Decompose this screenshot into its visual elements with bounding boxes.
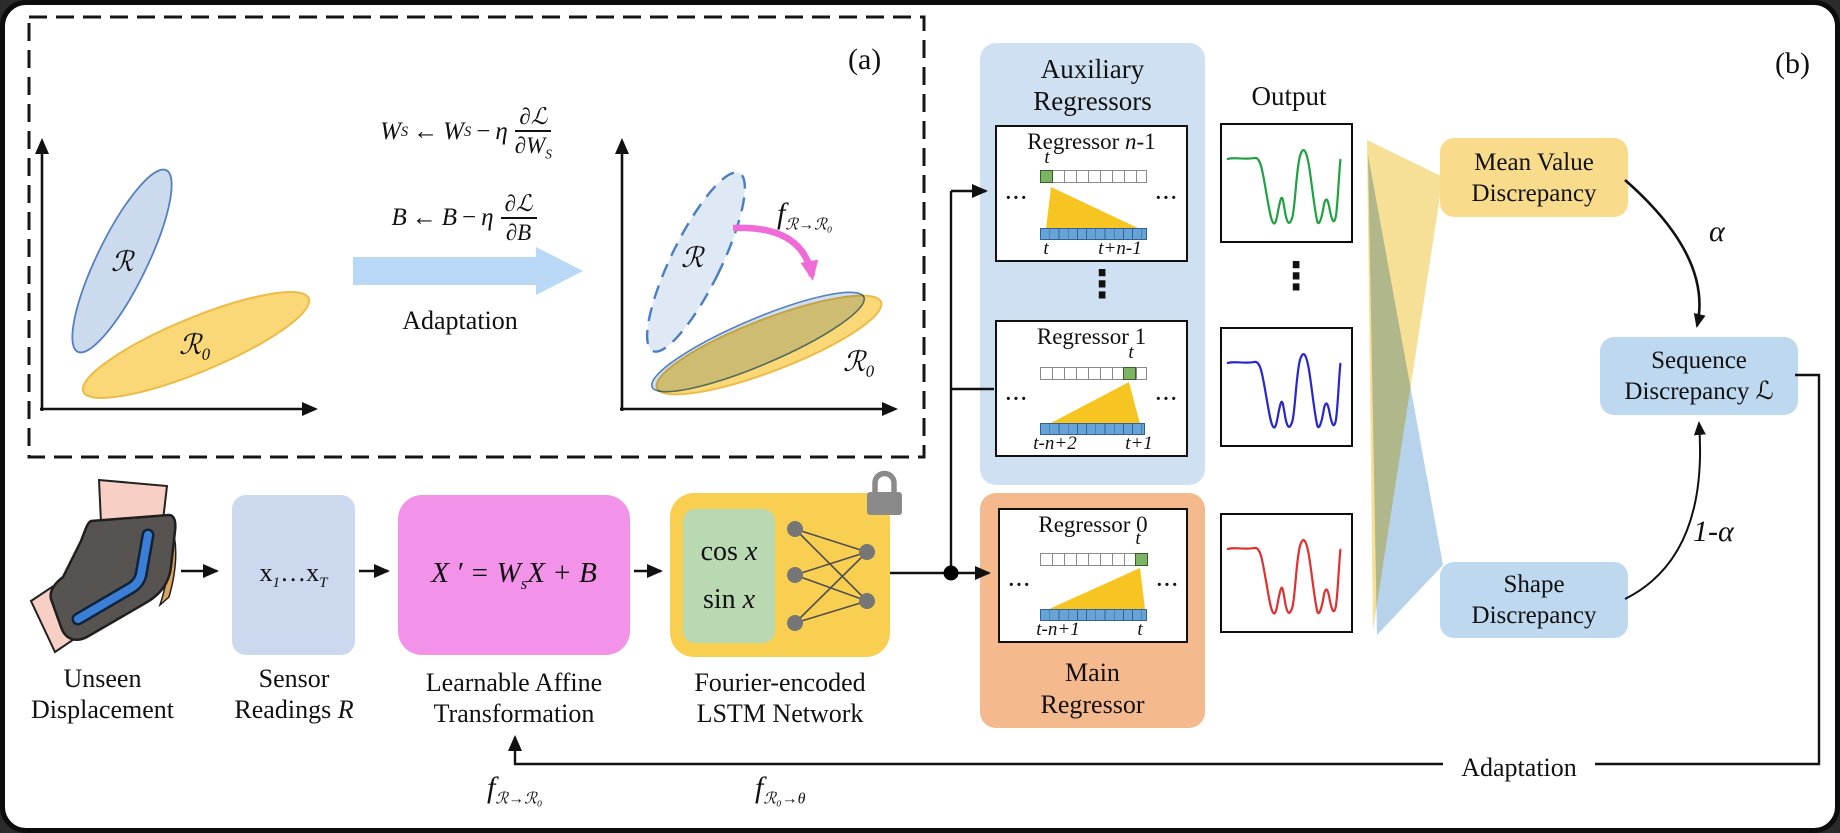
bias-update-equation: B ← B − η ∂ℒ ∂B <box>353 187 575 249</box>
aggregation-funnels <box>1367 140 1443 635</box>
affine-formula: X ′ = WsX + B <box>431 557 597 593</box>
partial-derivative-fraction: ∂ℒ ∂B <box>500 190 537 246</box>
arrow-shape-to-sequence <box>1624 421 1706 600</box>
regressor-1-box: Regressor 1 t t-n+2 t+1 ··· ··· <box>995 320 1188 457</box>
shape-discrepancy-box: Shape Discrepancy <box>1440 562 1628 638</box>
past-window-strip <box>1040 553 1148 566</box>
output-wave-box-aux-n-1 <box>1220 123 1353 243</box>
window-start-label: t-n+1 <box>1036 619 1080 640</box>
adaptation-arrow <box>353 247 583 295</box>
one-minus-alpha-weight-label: 1-α <box>1693 515 1734 548</box>
auxiliary-regressors-title: Auxiliary Regressors <box>1033 54 1152 116</box>
mapped-domain-ellipse <box>650 291 866 393</box>
alpha-weight-label: α <box>1709 215 1725 248</box>
regressor-0-title: Regressor 0 <box>1038 512 1148 537</box>
mapping-function-label: fℛ→ℛ₀ <box>777 197 833 234</box>
current-time-label: t <box>1044 147 1050 168</box>
window-start-label: t-n+2 <box>1033 433 1077 454</box>
current-cell <box>1123 367 1136 380</box>
elbow-sleeve-illustration <box>29 479 177 654</box>
weight-triangle <box>1049 382 1140 424</box>
partial-derivative-fraction: ∂ℒ ∂WS <box>514 104 552 162</box>
feedback-adaptation-label: Adaptation <box>1461 753 1577 782</box>
auxiliary-vertical-ellipsis: ⋮ <box>1083 262 1121 306</box>
regressor-n-1-box: Regressor n-1 t t t+n-1 ··· ··· <box>995 125 1188 262</box>
feedback-line-right <box>1595 373 1821 766</box>
window-end-label: t+n-1 <box>1098 238 1142 259</box>
ellipsis-left: ··· <box>1005 388 1029 410</box>
current-time-label: t <box>1128 342 1134 363</box>
junction-dot <box>943 565 959 581</box>
regressor-mapping-function-label: fℛ₀→θ <box>755 771 806 808</box>
panel-a-tag: (a) <box>848 43 882 76</box>
domain-r-label: ℛ <box>681 243 705 274</box>
panel-a-dashed-border <box>27 15 926 459</box>
regressor-n-1-title: Regressor n-1 <box>1027 129 1156 154</box>
affine-transformation-label: Learnable Affine Transformation <box>425 668 603 728</box>
output-waveform <box>1226 149 1342 225</box>
ellipsis-right: ··· <box>1155 187 1179 209</box>
future-window-strip <box>1040 367 1147 380</box>
mean-value-discrepancy-box: Mean Value Discrepancy <box>1440 138 1628 217</box>
lstm-network-label: Fourier-encoded LSTM Network <box>694 668 866 728</box>
unseen-displacement-label: Unseen Displacement <box>31 664 174 724</box>
sensor-readings-box: x1…xT <box>232 495 355 655</box>
domain-r0-ellipse <box>81 291 311 399</box>
source-domain-plot: ℛ ℛ₀ <box>35 138 318 416</box>
regressor-1-title: Regressor 1 <box>1036 324 1147 349</box>
current-cell <box>1135 553 1148 566</box>
regressor-0-box: Regressor 0 t t-n+1 t ··· ··· <box>998 508 1188 643</box>
ellipsis-left: ··· <box>1008 574 1032 596</box>
panel-a-adaptation-label: Adaptation <box>402 306 518 335</box>
window-start-label: t <box>1043 238 1049 259</box>
output-waveform <box>1226 353 1342 429</box>
domain-r0-label: ℛ₀ <box>843 347 875 378</box>
output-wave-box-main <box>1220 513 1353 633</box>
domain-r0-label: ℛ₀ <box>179 330 211 361</box>
sensor-strip <box>74 531 152 623</box>
affine-transformation-box: X ′ = WsX + B <box>398 495 630 655</box>
domain-r-ellipse <box>71 168 173 354</box>
output-title: Output <box>1251 81 1327 111</box>
weight-triangle <box>1049 568 1145 609</box>
ellipsis-right: ··· <box>1155 388 1179 410</box>
affine-mapping-function-label: fℛ→ℛ₀ <box>487 771 543 808</box>
future-window-strip <box>1040 170 1147 183</box>
input-window-strip <box>1040 228 1147 240</box>
window-end-label: t <box>1137 619 1143 640</box>
neural-network-icon <box>787 521 875 631</box>
main-regressor-title: Main Regressor <box>1040 658 1145 719</box>
ellipsis-left: ··· <box>1005 187 1029 209</box>
adapted-domain-plot: ℛ ℛ₀ <box>615 138 898 416</box>
input-window-strip <box>1040 609 1147 621</box>
lock-icon <box>867 470 902 515</box>
sleeve <box>49 513 177 641</box>
sensor-formula: x1…xT <box>259 558 328 592</box>
window-end-label: t+1 <box>1125 433 1153 454</box>
output-vertical-ellipsis: ⋮ <box>1277 254 1315 298</box>
sensor-readings-label: Sensor Readings R <box>234 664 354 724</box>
panel-b-tag: (b) <box>1775 47 1810 80</box>
ellipsis-right: ··· <box>1156 574 1180 596</box>
weight-triangle <box>1046 187 1140 229</box>
mapping-arrow <box>732 224 819 281</box>
current-cell <box>1040 170 1053 183</box>
sequence-discrepancy-box: Sequence Discrepancy ℒ <box>1600 337 1798 415</box>
feedback-line-left <box>508 735 1443 766</box>
arrow-mean-to-sequence <box>1624 179 1706 328</box>
domain-r-label: ℛ <box>111 247 135 278</box>
current-time-label: t <box>1135 528 1141 549</box>
input-window-strip <box>1040 423 1145 435</box>
fourier-encoding-box: cos x sin x <box>683 509 775 643</box>
domain-r-dashed-ellipse <box>645 171 747 353</box>
mean-funnel <box>1367 140 1443 630</box>
output-waveform <box>1226 539 1342 615</box>
output-wave-box-aux-1 <box>1220 327 1353 447</box>
